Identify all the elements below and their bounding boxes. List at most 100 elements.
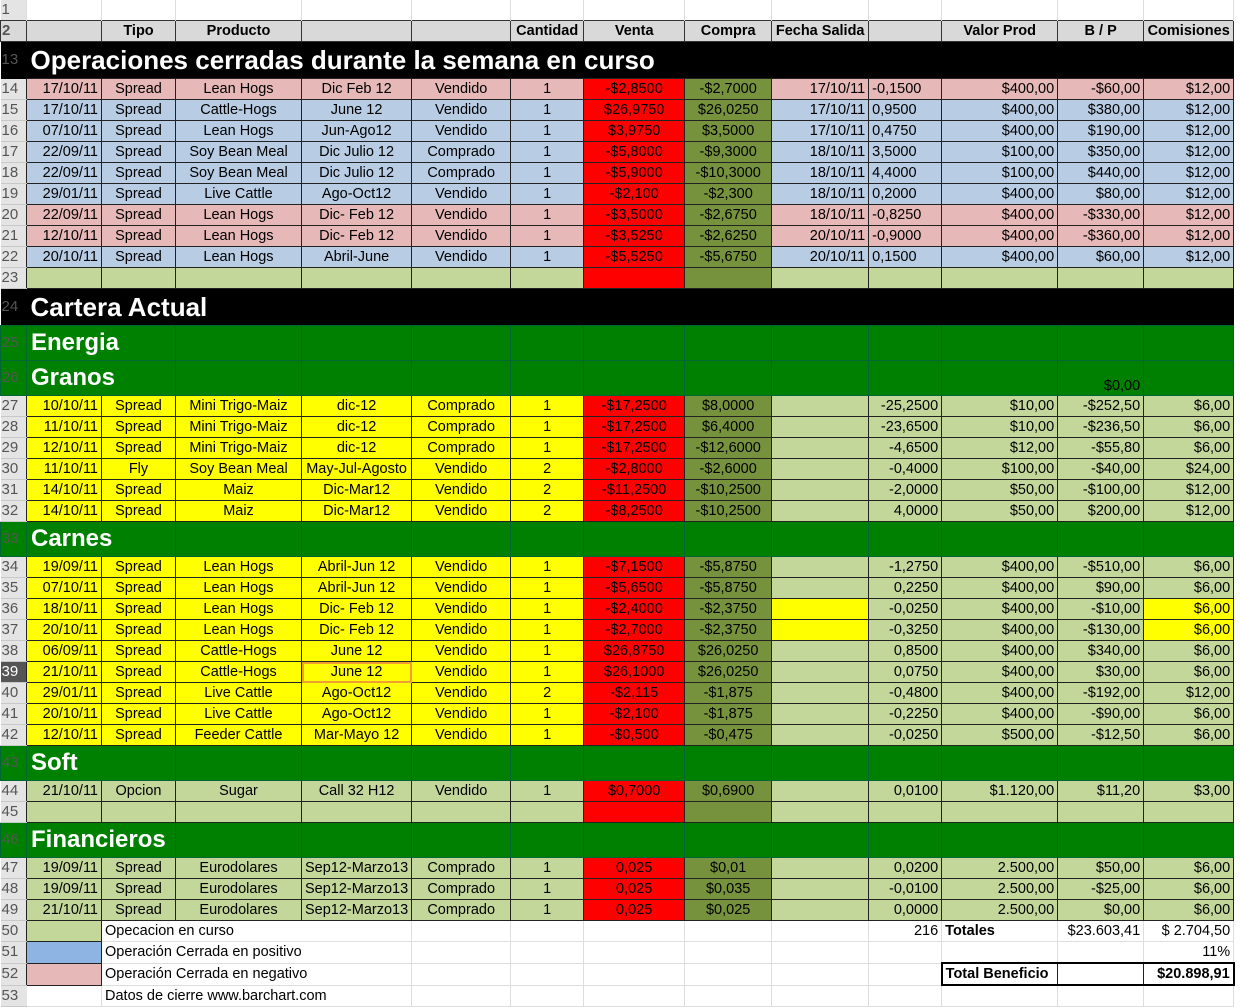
row-header-40[interactable]: 40 [0,682,27,704]
cell-operacion[interactable]: Comprado [411,857,512,879]
row-header-34[interactable]: 34 [0,556,27,578]
cell-fecha-salida[interactable] [771,556,870,578]
category-cell[interactable] [300,822,413,858]
cell-operacion[interactable]: Vendido [411,556,512,578]
cell-compra[interactable]: $6,4000 [684,416,773,438]
cell-tipo[interactable]: Spread [101,899,176,921]
cell-b-p[interactable]: -$90,00 [1057,703,1145,725]
row-header-33[interactable]: 33 [0,521,27,557]
cell-valor-prod[interactable] [941,267,1059,289]
row-header-18[interactable]: 18 [0,162,27,184]
cell-venta[interactable]: -$17,2500 [583,395,686,417]
cell-venta[interactable]: -$5,8000 [583,141,686,163]
cell-producto[interactable]: Sugar [175,780,302,802]
empty-cell[interactable] [411,0,512,21]
empty-cell[interactable] [101,0,176,21]
row-header-28[interactable]: 28 [0,416,27,438]
totals-comisiones[interactable]: $ 2.704,50 [1143,920,1235,942]
cell-diferencia[interactable]: 3,5000 [868,141,943,163]
category-cell[interactable] [684,521,773,557]
cell-valor-prod[interactable]: $10,00 [941,416,1059,438]
cell-compra[interactable]: -$10,2500 [684,500,773,522]
percent-value[interactable]: 11% [1143,941,1235,964]
column-header-blank[interactable] [26,20,102,42]
category-cell[interactable] [510,360,585,396]
cell-vencimiento[interactable] [300,801,413,823]
cell-tipo[interactable]: Spread [101,183,176,205]
cell-comisiones[interactable]: $12,00 [1143,500,1235,522]
cell-tipo[interactable] [101,267,176,289]
row-header-2[interactable]: 2 [0,20,27,42]
cell-compra[interactable]: -$2,300 [684,183,773,205]
category-cell[interactable] [175,325,302,361]
cell-b-p[interactable]: -$510,00 [1057,556,1145,578]
row-header-32[interactable]: 32 [0,500,27,522]
cell-cantidad[interactable]: 1 [510,246,585,268]
cell-cantidad[interactable]: 1 [510,99,585,121]
category-cell[interactable] [510,745,585,781]
cell-b-p[interactable]: $350,00 [1057,141,1145,163]
cell-fecha[interactable]: 06/09/11 [26,640,102,662]
category-cell[interactable] [411,745,512,781]
cell-comisiones[interactable] [1143,267,1235,289]
cell-valor-prod[interactable]: $400,00 [941,640,1059,662]
cell-fecha[interactable]: 21/10/11 [26,780,102,802]
cell-compra[interactable]: -$2,3750 [684,619,773,641]
cell-b-p[interactable]: $340,00 [1057,640,1145,662]
cell-diferencia[interactable]: -0,0100 [868,878,943,900]
row-header-35[interactable]: 35 [0,577,27,599]
cell-compra[interactable] [684,267,773,289]
cell-vencimiento[interactable]: June 12 [300,661,413,683]
cell-fecha-salida[interactable] [771,619,870,641]
cell-tipo[interactable]: Spread [101,661,176,683]
cell-fecha-salida[interactable]: 17/10/11 [771,120,870,142]
cell-fecha[interactable] [26,801,102,823]
cell-producto[interactable]: Mini Trigo-Maiz [175,437,302,459]
cell-venta[interactable]: -$17,2500 [583,437,686,459]
cell-vencimiento[interactable]: Abril-Jun 12 [300,556,413,578]
cell-b-p[interactable]: $30,00 [1057,661,1145,683]
cell-cantidad[interactable]: 1 [510,857,585,879]
cell-diferencia[interactable]: 0,1500 [868,246,943,268]
cell-compra[interactable]: $0,025 [684,899,773,921]
cell-diferencia[interactable]: -0,3250 [868,619,943,641]
cell-valor-prod[interactable]: $400,00 [941,703,1059,725]
cell-tipo[interactable]: Spread [101,141,176,163]
cell-comisiones[interactable]: $6,00 [1143,437,1235,459]
cell-b-p[interactable]: -$40,00 [1057,458,1145,480]
cell-b-p[interactable]: -$12,50 [1057,724,1145,746]
cell-venta[interactable]: -$2,115 [583,682,686,704]
cell-valor-prod[interactable]: 2.500,00 [941,857,1059,879]
cell-compra[interactable]: $0,01 [684,857,773,879]
cell-comisiones[interactable]: $12,00 [1143,204,1235,226]
row-header-36[interactable]: 36 [0,598,27,620]
cell-tipo[interactable]: Spread [101,857,176,879]
cell-producto[interactable]: Cattle-Hogs [175,661,302,683]
category-cell[interactable] [300,745,413,781]
cell-fecha[interactable]: 12/10/11 [26,437,102,459]
cell-venta[interactable]: $26,1000 [583,661,686,683]
cell-comisiones[interactable] [1143,801,1235,823]
cell-valor-prod[interactable]: $400,00 [941,246,1059,268]
cell-fecha-salida[interactable] [771,479,870,501]
cell-venta[interactable]: -$2,100 [583,183,686,205]
category-cell[interactable] [583,745,686,781]
cell-compra[interactable]: -$5,8750 [684,577,773,599]
row-header-29[interactable]: 29 [0,437,27,459]
category-cell[interactable] [411,360,512,396]
row-header-22[interactable]: 22 [0,246,27,268]
cell-tipo[interactable]: Spread [101,437,176,459]
cell-diferencia[interactable]: -4,6500 [868,437,943,459]
cell-venta[interactable]: $26,8750 [583,640,686,662]
column-header-tipo[interactable]: Tipo [101,20,176,42]
cell-comisiones[interactable]: $6,00 [1143,878,1235,900]
cell-valor-prod[interactable]: $400,00 [941,661,1059,683]
cell-operacion[interactable]: Vendido [411,204,512,226]
cell-comisiones[interactable]: $12,00 [1143,479,1235,501]
category-cell[interactable] [510,325,585,361]
cell-cantidad[interactable]: 1 [510,899,585,921]
cell-venta[interactable]: -$3,5250 [583,225,686,247]
cell-cantidad[interactable]: 1 [510,120,585,142]
cell-vencimiento[interactable]: Dic- Feb 12 [300,204,413,226]
empty-cell[interactable] [684,0,773,21]
